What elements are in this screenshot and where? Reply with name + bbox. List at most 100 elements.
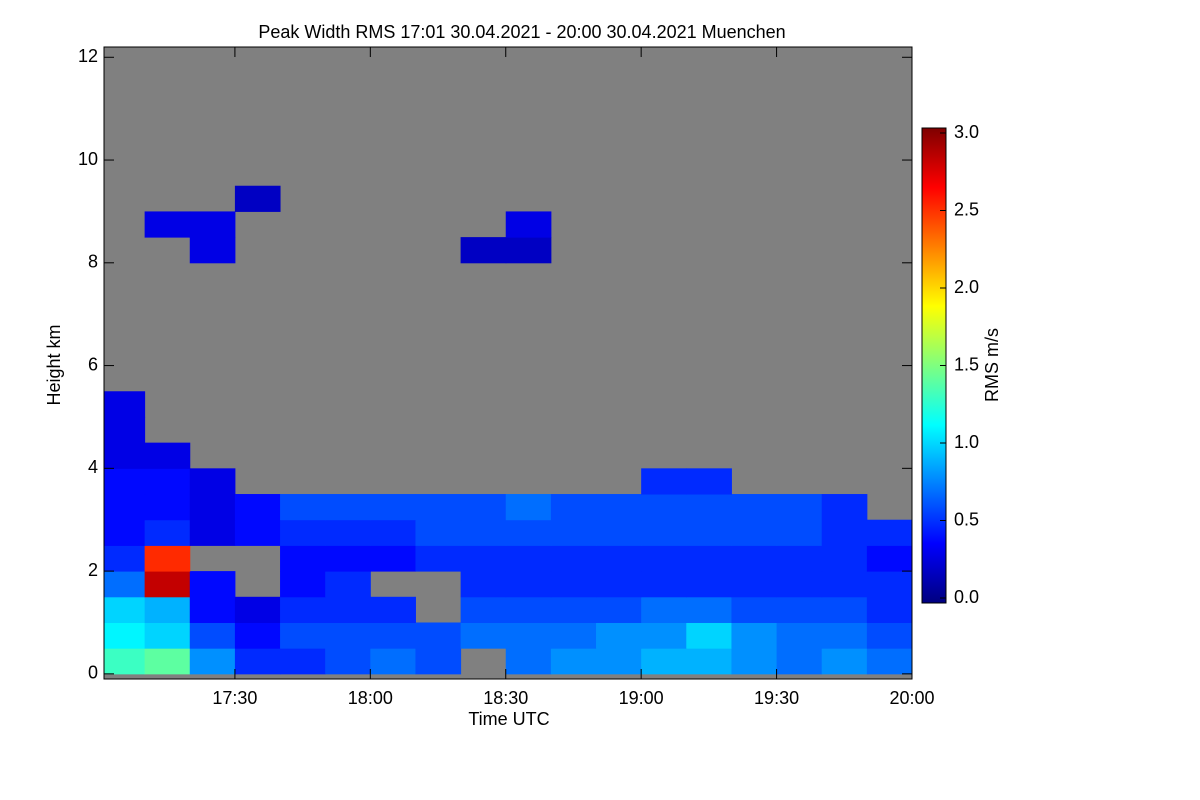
heatmap-cell — [596, 519, 642, 546]
heatmap-cell — [505, 494, 552, 521]
heatmap-cell — [234, 185, 281, 212]
heatmap-cell — [325, 596, 371, 623]
heatmap-cell — [641, 468, 687, 495]
heatmap-cell — [505, 545, 552, 572]
heatmap-cell — [460, 519, 507, 546]
y-tick-label: 6 — [88, 354, 98, 374]
heatmap-cell — [821, 519, 868, 546]
heatmap-cell — [731, 648, 778, 675]
heatmap-cell — [550, 494, 597, 521]
y-tick-label: 4 — [88, 457, 98, 477]
heatmap-cell — [325, 519, 371, 546]
heatmap-cell — [596, 622, 642, 649]
heatmap-cell — [104, 416, 146, 444]
colorbar-tick-label: 0.0 — [954, 587, 979, 607]
heatmap-cell — [325, 571, 371, 598]
heatmap-cell — [104, 596, 146, 623]
heatmap-cell — [325, 622, 371, 649]
heatmap-cell — [234, 519, 281, 546]
heatmap-cell — [144, 622, 191, 649]
heatmap-cell — [144, 571, 191, 598]
heatmap-cell — [821, 545, 868, 572]
y-tick-label: 8 — [88, 252, 98, 272]
heatmap-cell — [415, 519, 462, 546]
colorbar-tick-label: 0.5 — [954, 509, 979, 529]
y-tick-label: 12 — [78, 46, 98, 66]
heatmap-cell — [776, 545, 823, 572]
heatmap-cell — [460, 237, 507, 264]
heatmap-cell — [821, 571, 868, 598]
heatmap-cell — [144, 596, 191, 623]
heatmap-cell — [731, 519, 778, 546]
x-tick-label: 19:30 — [754, 688, 799, 708]
y-tick-label: 10 — [78, 149, 98, 169]
heatmap-cell — [550, 622, 597, 649]
heatmap-cell — [370, 596, 416, 623]
colorbar-tick-label: 1.0 — [954, 432, 979, 452]
heatmap-cell — [189, 494, 236, 521]
heatmap-cell — [280, 622, 326, 649]
heatmap-cell — [641, 596, 687, 623]
heatmap-cell — [370, 545, 416, 572]
heatmap-cell — [370, 622, 416, 649]
heatmap-cell — [144, 545, 191, 572]
heatmap-cell — [731, 571, 778, 598]
heatmap-cell — [505, 237, 552, 264]
heatmap-cell — [505, 596, 552, 623]
heatmap-cell — [686, 494, 732, 521]
heatmap-cell — [505, 211, 552, 238]
heatmap-cell — [641, 622, 687, 649]
heatmap-cell — [550, 545, 597, 572]
heatmap-cell — [641, 571, 687, 598]
heatmap-cell — [460, 545, 507, 572]
heatmap-cell — [234, 622, 281, 649]
heatmap-cell — [280, 545, 326, 572]
heatmap-cell — [596, 596, 642, 623]
heatmap-cell — [731, 545, 778, 572]
heatmap-cell — [189, 211, 236, 238]
heatmap-cell — [460, 571, 507, 598]
heatmap-cell — [596, 571, 642, 598]
heatmap-cell — [144, 468, 191, 495]
heatmap-cell — [460, 494, 507, 521]
heatmap-cell — [550, 519, 597, 546]
heatmap-cell — [104, 571, 146, 598]
colorbar-tick-label: 2.5 — [954, 199, 979, 219]
x-tick-label: 17:30 — [212, 688, 257, 708]
heatmap-cell — [460, 596, 507, 623]
heatmap-cell — [866, 622, 913, 649]
x-tick-label: 18:00 — [348, 688, 393, 708]
colorbar-tick-label: 3.0 — [954, 122, 979, 142]
heatmap-cell — [641, 519, 687, 546]
heatmap-cell — [280, 494, 326, 521]
plot-frame — [103, 46, 913, 680]
heatmap-cell — [550, 571, 597, 598]
heatmap-cell — [370, 519, 416, 546]
heatmap-cell — [189, 237, 236, 264]
heatmap-cell — [104, 391, 146, 418]
heatmap-cell — [686, 468, 732, 495]
heatmap-cell — [686, 648, 732, 675]
heatmap-cell — [596, 494, 642, 521]
heatmap-cell — [325, 494, 371, 521]
colorbar-label: RMS m/s — [982, 328, 1002, 402]
colorbar-tick-label: 2.0 — [954, 277, 979, 297]
x-tick-label: 20:00 — [889, 688, 934, 708]
heatmap-cell — [866, 596, 913, 623]
heatmap-cell — [189, 622, 236, 649]
heatmap-cell — [641, 648, 687, 675]
heatmap-cell — [325, 545, 371, 572]
heatmap-cell — [866, 545, 913, 572]
heatmap-cell — [866, 648, 913, 675]
heatmap-cell — [104, 545, 146, 572]
heatmap-cell — [104, 494, 146, 521]
heatmap-cell — [505, 648, 552, 675]
y-tick-label: 2 — [88, 560, 98, 580]
heatmap-cell — [776, 648, 823, 675]
heatmap-cell — [104, 622, 146, 649]
heatmap-cell — [189, 468, 236, 495]
heatmap-cell — [189, 571, 236, 598]
heatmap-cell — [641, 494, 687, 521]
heatmap-cell — [189, 648, 236, 675]
